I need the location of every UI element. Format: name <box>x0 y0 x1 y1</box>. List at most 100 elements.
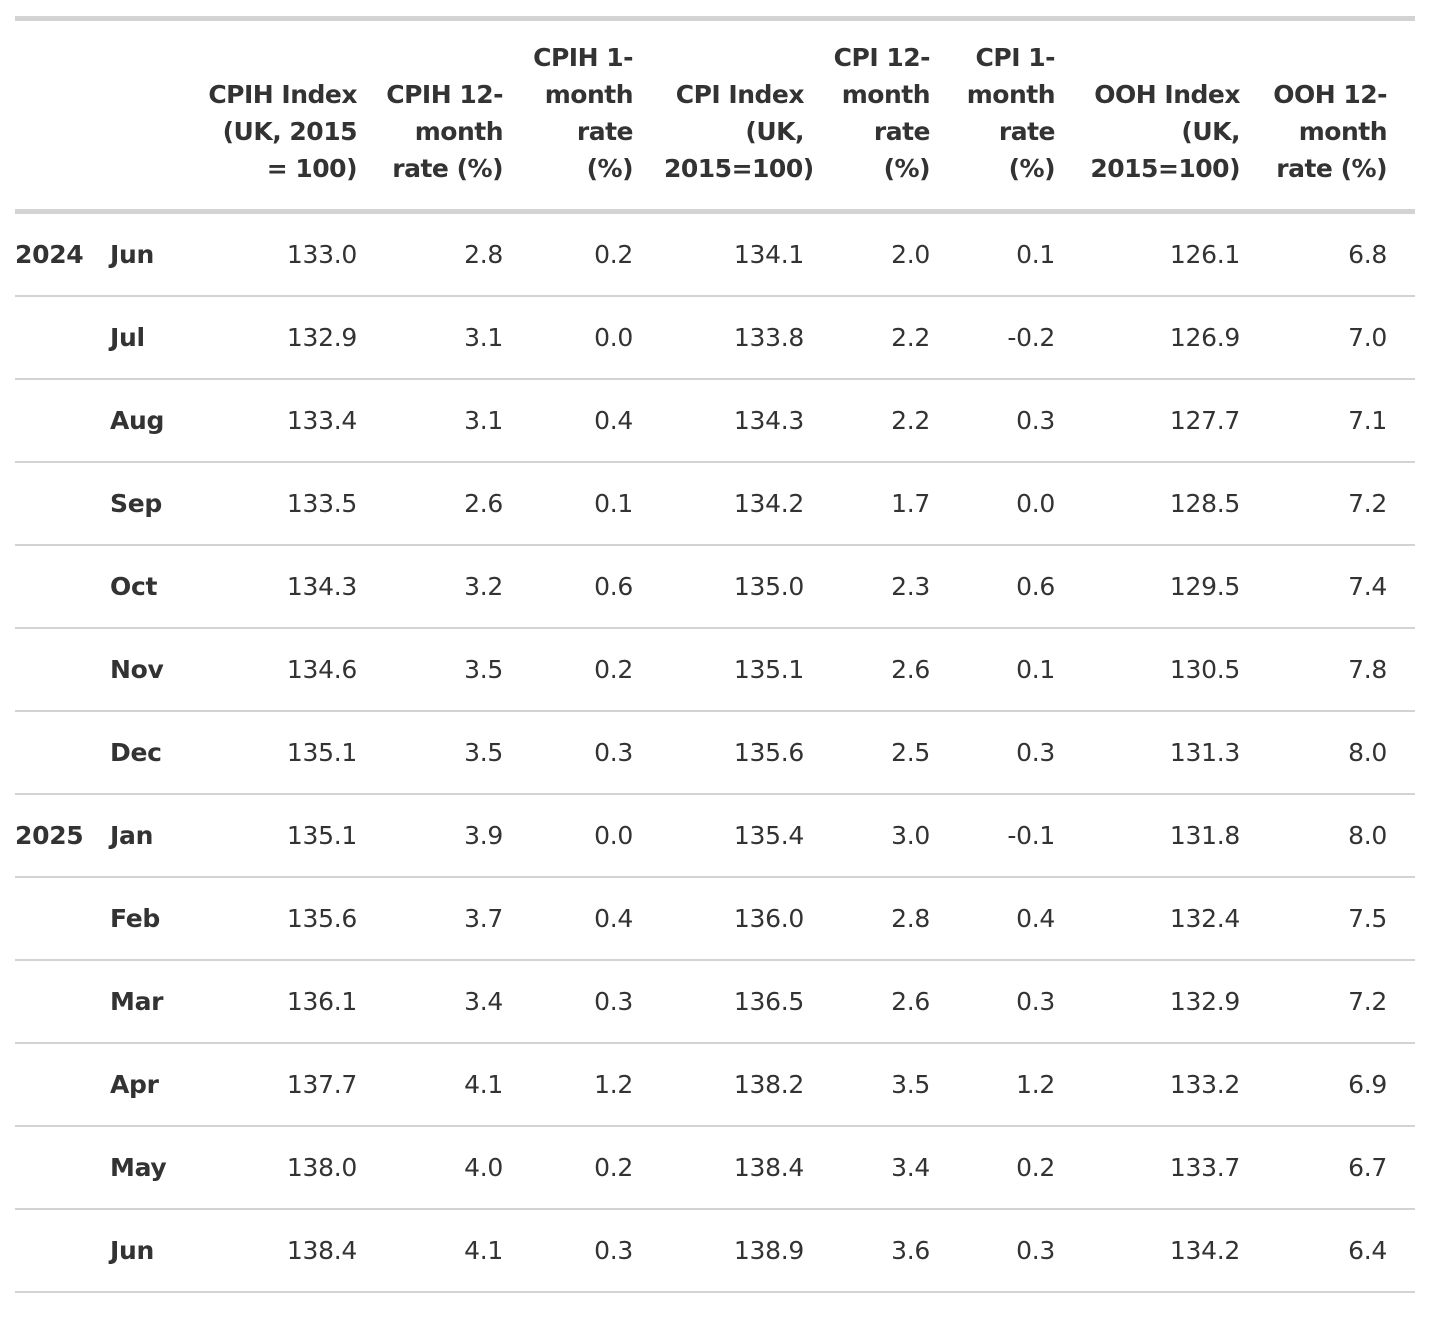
year-cell: 2025 <box>15 794 110 878</box>
month-cell: Nov <box>110 628 200 712</box>
value-cell: 0.2 <box>503 211 633 297</box>
header-text: CPI Index (UK, 2015=100) <box>664 80 814 183</box>
value-cell: 2.5 <box>804 711 930 795</box>
data-table: CPIH Index (UK, 2015 = 100) CPIH 12-month… <box>15 16 1415 1293</box>
value-cell: 1.2 <box>930 1043 1055 1127</box>
value-cell: 0.6 <box>503 545 633 629</box>
value-cell: 134.1 <box>633 211 804 297</box>
value-cell: 2.6 <box>804 960 930 1044</box>
value-cell: 3.2 <box>357 545 503 629</box>
table-row: Dec 135.1 3.5 0.3 135.6 2.5 0.3 131.3 8.0 <box>15 711 1415 795</box>
value-cell: 134.2 <box>633 462 804 546</box>
empty-cell <box>15 462 110 546</box>
empty-cell <box>15 379 110 463</box>
header-text: CPIH 12-month rate (%) <box>386 80 503 183</box>
empty-cell <box>15 1209 110 1293</box>
empty-cell <box>15 711 110 795</box>
value-cell: 2.6 <box>804 628 930 712</box>
value-cell: 138.2 <box>633 1043 804 1127</box>
value-cell: 1.7 <box>804 462 930 546</box>
value-cell: 0.4 <box>503 379 633 463</box>
column-header: CPI 1-month rate (%) <box>930 16 1056 214</box>
table-row: Mar 136.1 3.4 0.3 136.5 2.6 0.3 132.9 7.2 <box>15 960 1415 1044</box>
month-cell: Jul <box>110 296 200 380</box>
value-cell: 2.8 <box>357 211 503 297</box>
month-cell: Jun <box>110 211 200 297</box>
empty-cell <box>15 296 110 380</box>
value-cell: 7.5 <box>1240 877 1415 961</box>
value-cell: 1.2 <box>503 1043 633 1127</box>
table-row: Apr 137.7 4.1 1.2 138.2 3.5 1.2 133.2 6.9 <box>15 1043 1415 1127</box>
value-cell: 6.9 <box>1240 1043 1415 1127</box>
month-cell: Jun <box>110 1209 200 1293</box>
month-cell: May <box>110 1126 200 1210</box>
table-row: Feb 135.6 3.7 0.4 136.0 2.8 0.4 132.4 7.5 <box>15 877 1415 961</box>
header-text: CPI 12-month rate (%) <box>833 43 931 183</box>
value-cell: 2.0 <box>804 211 930 297</box>
value-cell: 131.3 <box>1055 711 1240 795</box>
value-cell: 137.7 <box>200 1043 357 1127</box>
column-header: CPI 12-month rate (%) <box>804 16 931 214</box>
value-cell: 129.5 <box>1055 545 1240 629</box>
value-cell: 133.7 <box>1055 1126 1240 1210</box>
month-cell: Aug <box>110 379 200 463</box>
header-text: CPIH Index (UK, 2015 = 100) <box>208 80 357 183</box>
value-cell: 0.0 <box>503 296 633 380</box>
value-cell: 3.6 <box>804 1209 930 1293</box>
value-cell: 2.2 <box>804 296 930 380</box>
column-header: CPIH 12-month rate (%) <box>357 16 504 214</box>
empty-cell <box>15 960 110 1044</box>
value-cell: 3.4 <box>804 1126 930 1210</box>
value-cell: 127.7 <box>1055 379 1240 463</box>
value-cell: 3.5 <box>804 1043 930 1127</box>
value-cell: -0.1 <box>930 794 1055 878</box>
value-cell: 7.1 <box>1240 379 1415 463</box>
value-cell: 3.0 <box>804 794 930 878</box>
value-cell: 7.2 <box>1240 462 1415 546</box>
value-cell: 133.4 <box>200 379 357 463</box>
value-cell: 0.2 <box>930 1126 1055 1210</box>
value-cell: 138.4 <box>200 1209 357 1293</box>
value-cell: 0.3 <box>930 379 1055 463</box>
value-cell: 134.3 <box>633 379 804 463</box>
value-cell: 3.1 <box>357 296 503 380</box>
value-cell: 126.1 <box>1055 211 1240 297</box>
value-cell: 4.1 <box>357 1043 503 1127</box>
table-row: Sep 133.5 2.6 0.1 134.2 1.7 0.0 128.5 7.2 <box>15 462 1415 546</box>
value-cell: 6.7 <box>1240 1126 1415 1210</box>
value-cell: 2.2 <box>804 379 930 463</box>
table-row: 2025 Jan 135.1 3.9 0.0 135.4 3.0 -0.1 131.8 8.0 <box>15 794 1415 878</box>
value-cell: 0.2 <box>503 628 633 712</box>
table-row: Jun 138.4 4.1 0.3 138.9 3.6 0.3 134.2 6.4 <box>15 1209 1415 1293</box>
value-cell: 4.1 <box>357 1209 503 1293</box>
month-cell: Dec <box>110 711 200 795</box>
column-header: CPI Index (UK, 2015=100) <box>633 16 814 214</box>
value-cell: 132.9 <box>1055 960 1240 1044</box>
value-cell: 3.9 <box>357 794 503 878</box>
value-cell: 126.9 <box>1055 296 1240 380</box>
table-row: Jul 132.9 3.1 0.0 133.8 2.2 -0.2 126.9 7.0 <box>15 296 1415 380</box>
value-cell: 138.4 <box>633 1126 804 1210</box>
value-cell: 133.5 <box>200 462 357 546</box>
value-cell: 136.1 <box>200 960 357 1044</box>
month-cell: Mar <box>110 960 200 1044</box>
value-cell: 3.5 <box>357 711 503 795</box>
value-cell: 133.2 <box>1055 1043 1240 1127</box>
header-text: CPI 1-month rate (%) <box>966 43 1056 183</box>
table-row: Nov 134.6 3.5 0.2 135.1 2.6 0.1 130.5 7.8 <box>15 628 1415 712</box>
value-cell: 135.1 <box>633 628 804 712</box>
value-cell: 128.5 <box>1055 462 1240 546</box>
value-cell: 3.5 <box>357 628 503 712</box>
value-cell: 0.4 <box>503 877 633 961</box>
value-cell: 4.0 <box>357 1126 503 1210</box>
column-header: CPIH 1-month rate (%) <box>503 16 634 214</box>
header-text: OOH 12-month rate (%) <box>1273 80 1387 183</box>
value-cell: 133.8 <box>633 296 804 380</box>
value-cell: 135.0 <box>633 545 804 629</box>
value-cell: 7.2 <box>1240 960 1415 1044</box>
table-row: May 138.0 4.0 0.2 138.4 3.4 0.2 133.7 6.7 <box>15 1126 1415 1210</box>
value-cell: 0.3 <box>503 1209 633 1293</box>
table-row: 2024 Jun 133.0 2.8 0.2 134.1 2.0 0.1 126.1 6.8 <box>15 211 1415 297</box>
value-cell: 135.6 <box>633 711 804 795</box>
value-cell: 8.0 <box>1240 711 1415 795</box>
